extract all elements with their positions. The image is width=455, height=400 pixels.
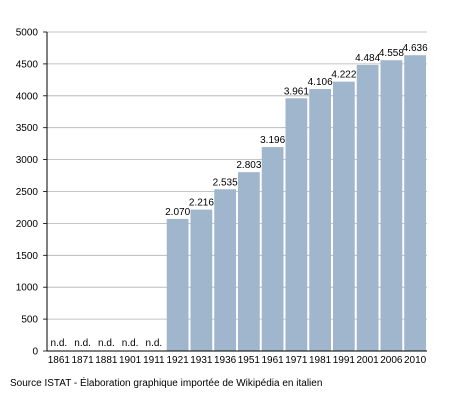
bar: [309, 89, 331, 351]
axes: [46, 32, 427, 352]
bar-value-label: 2.070: [165, 207, 190, 218]
x-tick-label: 2001: [357, 355, 380, 366]
bar-value-label: 3.196: [260, 135, 285, 146]
x-tick-label: 1931: [190, 355, 213, 366]
bar: [333, 81, 355, 351]
bar-value-label: n.d.: [98, 338, 115, 349]
bar: [214, 189, 236, 351]
y-tick-label: 2000: [16, 219, 39, 230]
x-tick-label: 1991: [333, 355, 356, 366]
bar-value-label: n.d.: [146, 338, 163, 349]
x-tick-label: 1936: [214, 355, 237, 366]
x-tick-label: 1981: [309, 355, 332, 366]
bar-value-label: 4.636: [403, 43, 428, 54]
y-tick-label: 4000: [16, 91, 39, 102]
x-tick-label: 1961: [262, 355, 285, 366]
bar-value-label: n.d.: [122, 338, 139, 349]
x-axis-tick-labels: 1861 1871 1881 1901 1911 1921 1931 1936 1951 1961…: [48, 355, 427, 366]
bar: [190, 209, 213, 351]
x-tick-label: 1881: [95, 355, 118, 366]
x-tick-label: 1951: [238, 355, 261, 366]
bar-value-label: 4.106: [308, 77, 333, 88]
bar: [261, 147, 284, 351]
y-tick-label: 1500: [16, 251, 39, 262]
y-tick-label: 0: [32, 347, 38, 358]
y-tick-label: 500: [21, 315, 38, 326]
bars: [166, 55, 426, 352]
y-tick-label: 1000: [16, 283, 39, 294]
bar-value-label: 2.535: [213, 177, 238, 188]
x-tick-label: 1901: [119, 355, 142, 366]
bar-value-label: 4.558: [379, 48, 404, 59]
bar-value-label: 4.484: [355, 53, 380, 64]
y-tick-label: 4500: [16, 59, 39, 70]
bar-value-label: 4.222: [331, 70, 356, 81]
bar: [356, 64, 379, 351]
bar-value-label: 2.803: [236, 160, 261, 171]
bar: [404, 55, 426, 351]
x-tick-label: 1971: [285, 355, 308, 366]
x-tick-label: 2010: [404, 355, 427, 366]
y-tick-label: 5000: [16, 28, 39, 39]
bar: [285, 98, 308, 351]
bar-value-label: 2.216: [189, 198, 214, 209]
source-note: Source ISTAT - Élaboration graphique imp…: [10, 378, 323, 389]
x-tick-label: 1911: [143, 355, 165, 366]
x-tick-label: 1871: [72, 355, 95, 366]
bar: [238, 172, 260, 351]
x-tick-label: 1861: [48, 355, 71, 366]
y-axis-tick-labels: 0 500 1000 1500 2000 2500 3000 3500 4000 4500 5000: [16, 28, 47, 358]
bar-value-label: n.d.: [74, 338, 91, 349]
bar-value-label: n.d.: [51, 338, 68, 349]
bar: [166, 218, 189, 351]
x-tick-label: 2006: [380, 355, 403, 366]
bar-value-label: 3.961: [284, 86, 309, 97]
y-tick-label: 3500: [16, 123, 39, 134]
y-tick-label: 2500: [16, 187, 39, 198]
bar: [380, 60, 403, 352]
y-tick-label: 3000: [16, 155, 39, 166]
x-tick-label: 1921: [167, 355, 190, 366]
grid-lines: [47, 31, 427, 352]
